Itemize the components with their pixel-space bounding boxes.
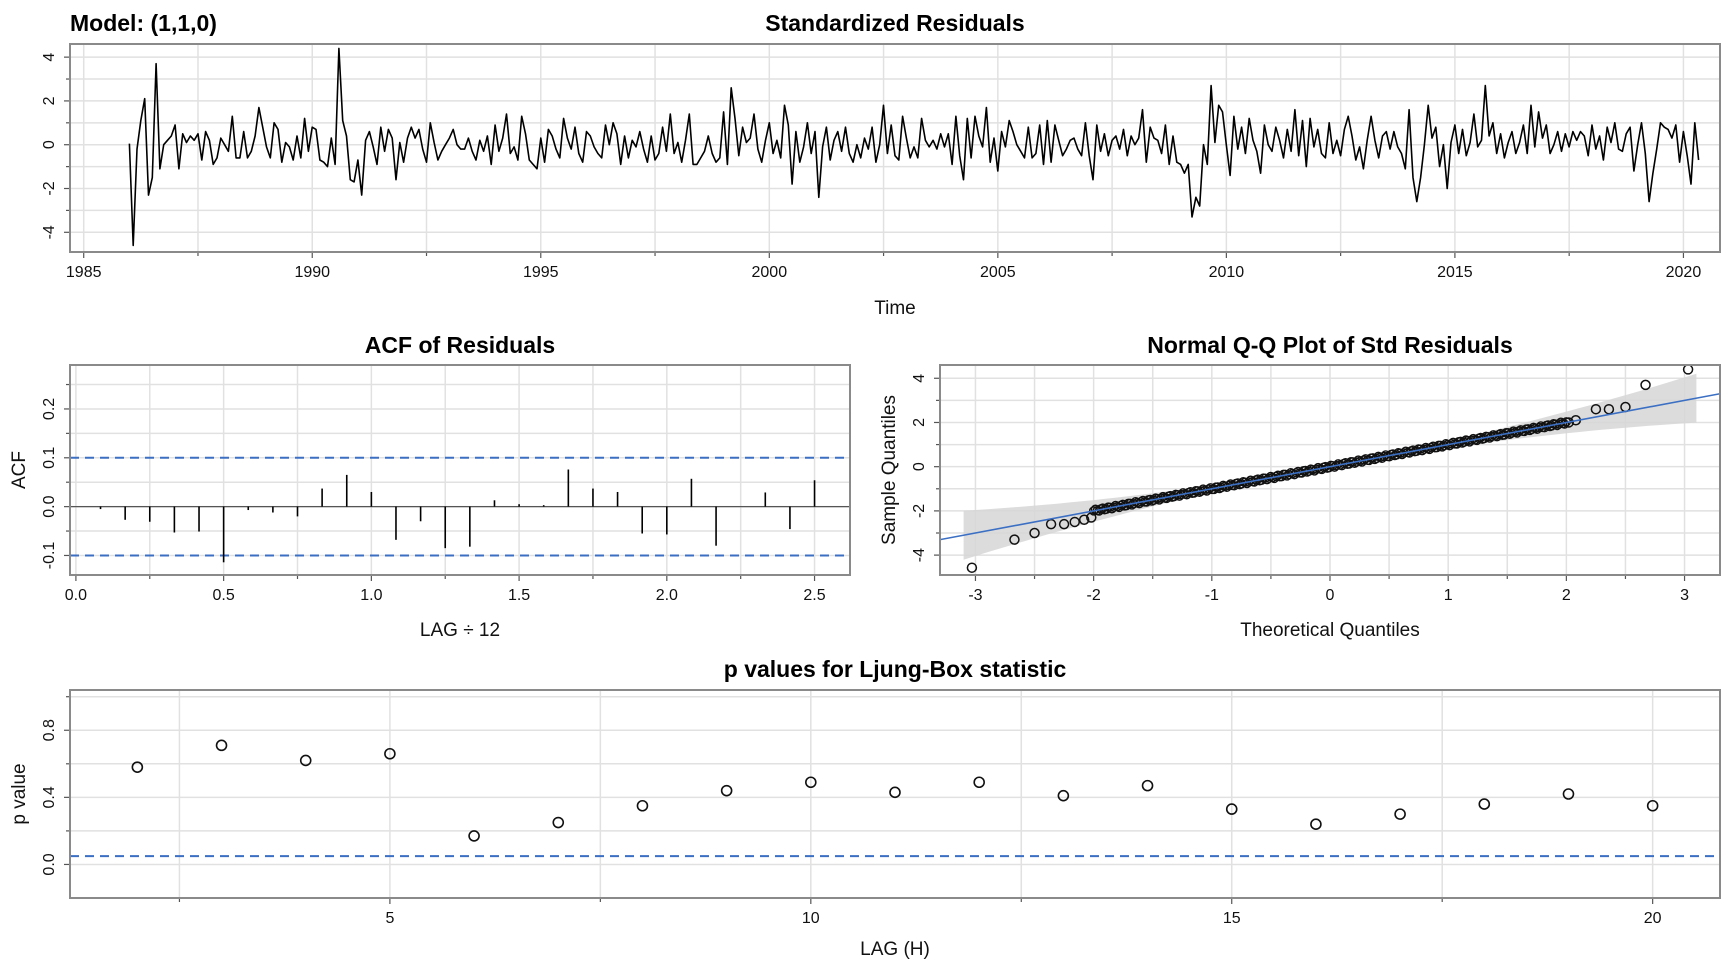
- y-axis-label: Sample Quantiles: [879, 395, 900, 545]
- p-value-point: [889, 786, 901, 799]
- p-value-point: [1478, 798, 1491, 810]
- x-tick-label: 1.0: [360, 587, 382, 604]
- qq-point: [1086, 512, 1097, 523]
- qq-point: [1058, 518, 1070, 530]
- plot-frame: [69, 43, 1721, 253]
- p-value-point: [1225, 803, 1238, 815]
- model-label: Model: (1,1,0): [70, 10, 217, 36]
- x-tick-label: 2.5: [803, 587, 825, 604]
- qq-point: [1078, 514, 1090, 525]
- x-tick-label: 5: [385, 910, 394, 927]
- x-tick-label: 1: [1444, 587, 1453, 604]
- x-tick-label: 1985: [66, 264, 102, 281]
- p-value-point: [1562, 788, 1575, 800]
- p-value-point: [131, 761, 144, 773]
- qq-point: [966, 562, 978, 573]
- p-value-point: [215, 739, 228, 752]
- x-tick-label: 15: [1223, 910, 1241, 927]
- y-tick-label: 0.8: [41, 719, 58, 741]
- chart-title: Standardized Residuals: [765, 10, 1024, 36]
- y-tick-label: 0.0: [41, 853, 58, 875]
- x-tick-label: -3: [968, 587, 982, 604]
- y-axis-label: ACF: [9, 451, 30, 489]
- x-tick-label: 2.0: [656, 587, 678, 604]
- y-tick-label: 0.2: [41, 398, 58, 420]
- y-tick-label: -0.1: [41, 542, 58, 570]
- x-tick-label: 2: [1562, 587, 1571, 604]
- x-tick-label: 1995: [523, 264, 559, 281]
- p-value-point: [1394, 808, 1406, 820]
- x-axis-label: LAG ÷ 12: [420, 620, 500, 641]
- x-tick-label: 2005: [980, 264, 1016, 281]
- x-tick-label: 2000: [752, 264, 788, 281]
- y-tick-label: -2: [911, 504, 928, 518]
- acf-residuals-panel: ACF of Residuals 0.0 0.5 1.0 1.5 2.0 2.5 -0.1 0.…: [9, 332, 851, 641]
- qq-point: [1009, 534, 1020, 545]
- p-value-point: [1057, 789, 1070, 802]
- p-value-point: [384, 747, 396, 760]
- chart-title: Normal Q-Q Plot of Std Residuals: [1147, 332, 1512, 358]
- x-tick-label: 2010: [1209, 264, 1245, 281]
- p-value-point: [299, 754, 312, 767]
- normal-qq-panel: Normal Q-Q Plot of Std Residuals -3 -2 -1 0 1…: [879, 332, 1721, 641]
- p-value-point: [720, 784, 733, 797]
- x-tick-label: 1990: [294, 264, 330, 281]
- qq-point: [1590, 403, 1602, 415]
- y-tick-label: 4: [41, 53, 58, 62]
- plot-frame: [69, 689, 1721, 899]
- p-value-point: [552, 816, 565, 829]
- qq-point: [1640, 379, 1651, 391]
- y-tick-label: -2: [41, 181, 58, 195]
- plot-frame: [69, 364, 851, 576]
- x-tick-label: 0.5: [213, 587, 235, 604]
- y-tick-label: 0: [911, 462, 928, 471]
- chart-title: p values for Ljung-Box statistic: [724, 656, 1067, 682]
- p-value-point: [1141, 779, 1154, 792]
- y-tick-label: -4: [911, 548, 928, 562]
- y-tick-label: 0: [41, 140, 58, 149]
- x-axis-label: LAG (H): [860, 939, 930, 960]
- y-tick-label: 0.0: [41, 495, 58, 517]
- y-tick-label: 0.1: [41, 447, 58, 469]
- y-tick-label: -4: [41, 225, 58, 239]
- x-tick-label: 1.5: [508, 587, 530, 604]
- p-value-point: [636, 799, 649, 812]
- ljung-box-panel: p values for Ljung-Box statistic 5 10 15 20 0…: [9, 656, 1721, 960]
- x-tick-label: 2015: [1437, 264, 1473, 281]
- y-axis-label: p value: [9, 763, 30, 824]
- qq-reference-line: [940, 392, 1720, 541]
- x-tick-label: 2020: [1666, 264, 1702, 281]
- x-tick-label: -1: [1205, 587, 1219, 604]
- qq-point: [1069, 516, 1080, 528]
- x-tick-label: 0.0: [65, 587, 87, 604]
- p-value-point: [973, 776, 985, 789]
- y-tick-label: 0.4: [41, 786, 58, 808]
- x-axis-label: Theoretical Quantiles: [1240, 620, 1420, 641]
- x-tick-label: 10: [802, 910, 820, 927]
- qq-point: [1682, 365, 1694, 375]
- residual-series-line: [128, 47, 1700, 247]
- plot-frame: [939, 364, 1721, 576]
- x-tick-label: 20: [1644, 910, 1662, 927]
- chart-title: ACF of Residuals: [365, 332, 555, 358]
- x-tick-label: -2: [1087, 587, 1101, 604]
- y-tick-label: 2: [41, 96, 58, 105]
- y-tick-label: 4: [911, 374, 928, 383]
- p-value-point: [1646, 799, 1659, 812]
- x-tick-label: 0: [1326, 587, 1335, 604]
- qq-point: [1029, 527, 1040, 539]
- x-tick-label: 3: [1680, 587, 1689, 604]
- p-value-point: [468, 830, 480, 842]
- qq-plot-area: [940, 365, 1720, 573]
- x-axis-label: Time: [874, 298, 916, 319]
- p-value-point: [805, 776, 817, 789]
- p-value-point: [1310, 818, 1322, 830]
- y-tick-label: 2: [911, 418, 928, 427]
